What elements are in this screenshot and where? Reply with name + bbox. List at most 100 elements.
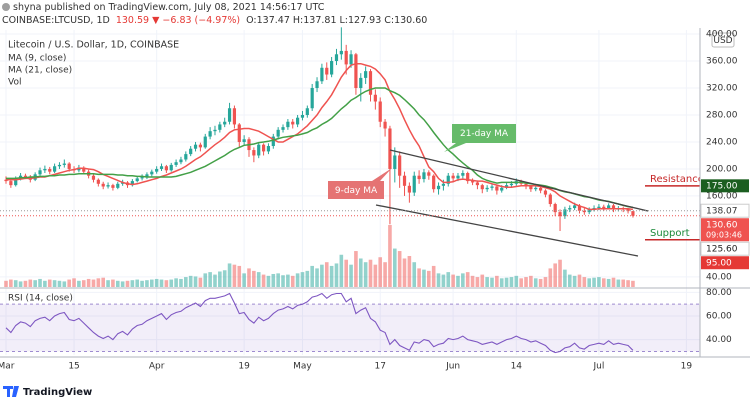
volume-bar <box>504 277 509 287</box>
volume-bar <box>159 279 164 287</box>
x-tick-label: Apr <box>149 362 165 372</box>
candle-body <box>9 181 13 186</box>
volume-bar <box>47 279 52 287</box>
volume-bar <box>563 269 567 287</box>
candle-body <box>159 166 164 169</box>
candle-body <box>359 77 363 89</box>
volume-bar <box>96 278 101 287</box>
volume-bar <box>373 264 378 287</box>
candle-body <box>96 179 100 184</box>
candle-body <box>82 167 86 172</box>
candle-body <box>218 124 222 130</box>
volume-bar <box>616 279 621 287</box>
volume-bar <box>606 278 611 287</box>
volume-bar <box>130 280 135 287</box>
candle-body <box>57 164 62 167</box>
annotations: 9-day MA 21-day MA Litecoin / U.S. Dolla… <box>0 40 704 304</box>
plot <box>4 27 635 354</box>
volume-bar <box>378 257 383 287</box>
volume-bar <box>247 268 251 287</box>
volume-bar <box>397 251 402 287</box>
legend-entry: RSI (14, close) <box>8 294 73 304</box>
volume-bar <box>441 274 446 287</box>
candle-body <box>558 212 562 217</box>
volume-bar <box>290 275 295 287</box>
volume-bar <box>242 273 246 287</box>
volume-bar <box>393 248 397 287</box>
volume-bar <box>407 256 412 287</box>
volume-bar <box>344 259 348 287</box>
candle-body <box>310 88 314 109</box>
volume-bar <box>548 268 553 287</box>
candle-body <box>553 204 557 213</box>
price-label-box <box>701 256 749 270</box>
level-label: Support <box>650 228 690 239</box>
candle-body <box>291 121 295 125</box>
volume-bar <box>582 277 587 287</box>
volume-bar <box>184 277 188 287</box>
candle-body <box>393 155 397 169</box>
candle-body <box>480 185 484 190</box>
candle-body <box>466 173 470 182</box>
candle-body <box>611 205 616 210</box>
candle-body <box>213 129 217 132</box>
volume-bar <box>91 279 96 287</box>
volume-bar <box>169 279 174 287</box>
volume-bar <box>597 277 601 287</box>
candle-body <box>500 187 504 191</box>
channel-lower <box>375 204 639 257</box>
volume-bar <box>145 280 149 287</box>
volume-bar <box>388 225 392 287</box>
candle-body <box>490 186 494 188</box>
volume-bar <box>470 275 475 287</box>
volume-bar <box>271 273 276 287</box>
axes: USD 40.00 160.00 200.00 240.00 280.00 320.00 3… <box>0 28 750 372</box>
price-label: 175.00 <box>706 182 738 192</box>
candle-body <box>461 173 465 176</box>
volume-bar <box>86 278 91 287</box>
volume-bar <box>349 264 353 287</box>
price-axis <box>700 28 750 358</box>
volume-bar <box>115 280 120 287</box>
candle-body <box>189 148 193 155</box>
candle-body <box>62 163 66 165</box>
candle-body <box>548 194 552 205</box>
volume-bar <box>72 278 76 287</box>
candle-body <box>276 129 280 137</box>
candle-body <box>232 108 237 125</box>
rsi-tick-label: 80.00 <box>706 288 732 298</box>
volume-bar <box>67 279 71 287</box>
price-label-box <box>701 218 749 242</box>
volume-bar <box>339 254 344 287</box>
candle-body <box>577 205 582 211</box>
candle-body <box>485 187 489 190</box>
volume-bar <box>193 276 198 287</box>
volume-bar <box>354 251 358 287</box>
volume-bar <box>38 278 42 287</box>
volume-bar <box>587 278 591 287</box>
candle-body <box>368 71 373 95</box>
volume-bar <box>412 262 417 287</box>
volume-bar <box>524 277 528 287</box>
annotation: 21-day MA <box>460 129 509 139</box>
volume-bar <box>558 259 562 287</box>
candle-body <box>179 159 183 163</box>
volume-bar <box>13 280 18 287</box>
volume-bar <box>295 273 300 287</box>
candle-body <box>529 186 533 190</box>
volume-bar <box>383 262 387 287</box>
volume-bar <box>213 274 217 287</box>
volume-bar <box>592 277 596 287</box>
volume-bar <box>252 270 256 287</box>
candle-body <box>198 144 202 148</box>
volume-bar <box>305 270 310 287</box>
volume-bar <box>81 280 86 287</box>
volume-bar <box>490 277 494 287</box>
candle-body <box>597 206 601 209</box>
candle-body <box>164 166 168 171</box>
price-label-box <box>700 203 750 218</box>
volume-bar <box>125 280 130 287</box>
y-tick-label: 360.00 <box>706 57 738 67</box>
